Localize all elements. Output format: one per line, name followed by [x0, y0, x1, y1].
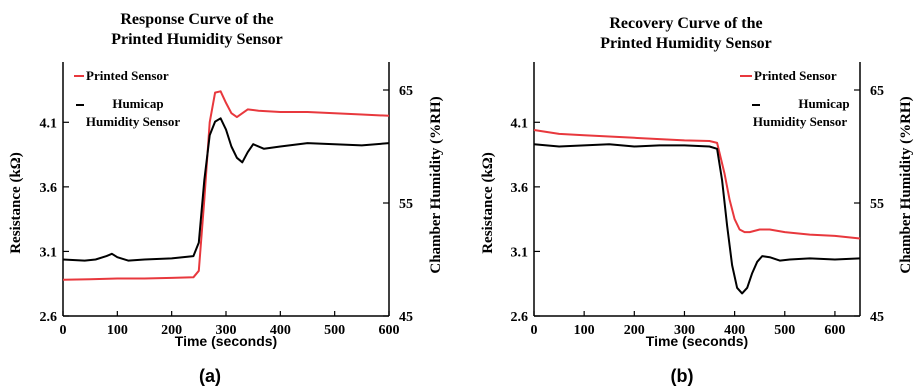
y-tick-label: 3.6 — [40, 181, 58, 196]
y2-tick-label: 65 — [399, 84, 413, 99]
response-chart: Response Curve of the Printed Humidity Se… — [8, 11, 444, 386]
y-tick-label: 3.1 — [511, 245, 529, 260]
legend: Printed Sensor Humicap Humidity Sensor — [740, 68, 850, 129]
chart-title-line: Recovery Curve of the — [609, 15, 762, 32]
chart-title-line: Printed Humidity Sensor — [111, 31, 283, 48]
y2-tick-label: 45 — [399, 310, 413, 325]
y-tick-label: 2.6 — [511, 310, 529, 325]
x-tick-label: 200 — [161, 323, 182, 338]
x-axis-title: Time (seconds) — [646, 333, 748, 349]
legend-label: Printed Sensor — [86, 68, 169, 83]
series-line-humicap — [533, 143, 861, 295]
series-line-printed-sensor — [62, 90, 390, 281]
y-tick-label: 4.1 — [40, 116, 58, 131]
recovery-chart: Recovery Curve of the Printed Humidity Se… — [480, 15, 914, 386]
x-axis-title: Time (seconds) — [175, 333, 277, 349]
x-tick-label: 0 — [60, 323, 67, 338]
y-tick-label: 4.1 — [511, 116, 529, 131]
x-tick-label: 600 — [824, 323, 845, 338]
y-axis-title: Resistance (kΩ) — [8, 152, 24, 254]
x-tick-label: 600 — [379, 323, 400, 338]
x-tick-label: 400 — [724, 323, 745, 338]
series-line-printed-sensor — [533, 129, 861, 240]
x-tick-label: 200 — [624, 323, 645, 338]
chart-title-line: Response Curve of the — [120, 11, 273, 28]
x-tick-label: 300 — [674, 323, 695, 338]
legend: Printed Sensor Humicap Humidity Sensor — [74, 68, 180, 129]
y2-tick-label: 45 — [870, 310, 884, 325]
y-tick-label: 3.1 — [40, 245, 58, 260]
x-tick-label: 500 — [774, 323, 795, 338]
y-axis-title: Resistance (kΩ) — [480, 152, 496, 254]
x-tick-label: 400 — [270, 323, 291, 338]
y2-tick-label: 55 — [870, 197, 884, 212]
chart-title-line: Printed Humidity Sensor — [600, 35, 772, 52]
y2-axis-title: Chamber Humidity (%RH) — [898, 96, 914, 273]
y-tick-label: 3.6 — [511, 181, 529, 196]
y2-tick-label: 55 — [399, 197, 413, 212]
panel-label: (a) — [199, 366, 221, 386]
legend-label: Humidity Sensor — [86, 114, 180, 129]
x-tick-label: 300 — [216, 323, 237, 338]
legend-label: Humidity Sensor — [753, 114, 847, 129]
legend-label: Humicap — [798, 96, 849, 111]
y2-axis-title: Chamber Humidity (%RH) — [428, 96, 444, 273]
legend-label: Humicap — [112, 96, 163, 111]
y2-tick-label: 65 — [870, 84, 884, 99]
x-tick-label: 100 — [107, 323, 128, 338]
panel-label: (b) — [671, 366, 694, 386]
x-tick-label: 100 — [574, 323, 595, 338]
x-tick-label: 500 — [324, 323, 345, 338]
legend-label: Printed Sensor — [754, 68, 837, 83]
x-tick-label: 0 — [531, 323, 538, 338]
series-line-humicap — [62, 117, 390, 262]
y-tick-label: 2.6 — [40, 310, 58, 325]
